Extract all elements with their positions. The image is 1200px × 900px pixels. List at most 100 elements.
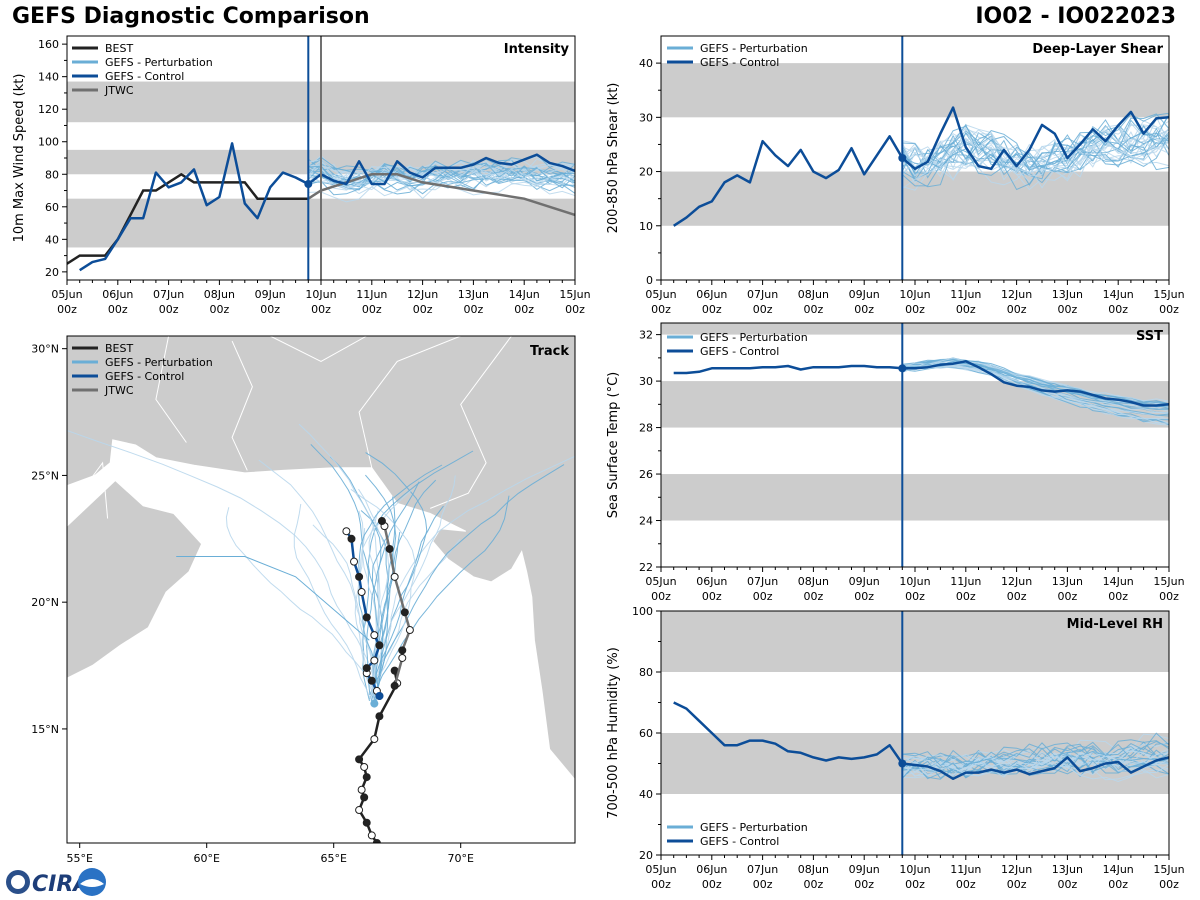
shear-x-tick-label: 00z — [753, 303, 773, 316]
track-perturbation-line-2 — [310, 444, 370, 702]
intensity-x-tick-label: 15Jun — [559, 288, 590, 301]
track-control-marker — [362, 664, 371, 673]
rh-band-1 — [661, 611, 1169, 672]
track-perturbation-line-26 — [366, 481, 420, 695]
intensity-y-tick-label: 80 — [45, 168, 59, 181]
sst-y-tick-label: 30 — [639, 375, 653, 388]
rh-perturbation-line-15 — [902, 752, 1169, 774]
track-perturbation-line-27 — [312, 524, 374, 700]
intensity-y-tick-label: 100 — [38, 136, 59, 149]
shear-x-tick-label: 06Jun — [696, 288, 727, 301]
intensity-x-tick-label: 00z — [464, 303, 484, 316]
shear-x-tick-label: 00z — [1108, 303, 1128, 316]
shear-y-tick-label: 30 — [639, 111, 653, 124]
intensity-x-tick-label: 00z — [108, 303, 128, 316]
track-perturbation-line-25 — [293, 503, 371, 700]
intensity-x-tick-label: 05Jun — [51, 288, 82, 301]
intensity-perturbation-line-17 — [308, 164, 575, 191]
intensity-x-tick-label: 00z — [514, 303, 534, 316]
shear-init-marker — [898, 154, 907, 162]
shear-perturbation-line-29 — [902, 124, 1169, 174]
rh-perturbation-line-25 — [902, 751, 1169, 772]
rh-perturbation-line-22 — [902, 760, 1169, 779]
rh-x-tick-label: 12Jun — [1001, 863, 1032, 876]
shear-y-tick-label: 40 — [639, 57, 653, 70]
shear-x-tick-label: 13Jun — [1052, 288, 1083, 301]
track-best-marker — [355, 755, 364, 764]
intensity-y-tick-label: 40 — [45, 233, 59, 246]
track-init-marker — [375, 691, 384, 700]
rh-x-tick-label: 08Jun — [798, 863, 829, 876]
track-best-marker — [375, 712, 384, 721]
sst-x-tick-label: 13Jun — [1052, 575, 1083, 588]
rh-ylabel: 700-500 hPa Humidity (%) — [606, 647, 621, 819]
rh-perturbation-line-28 — [902, 732, 1169, 767]
sst-perturbation-line-12 — [902, 364, 1169, 410]
rh-x-tick-label: 06Jun — [696, 863, 727, 876]
intensity-x-tick-label: 12Jun — [407, 288, 438, 301]
sst-x-tick-label: 00z — [651, 590, 671, 603]
shear-x-tick-label: 05Jun — [645, 288, 676, 301]
intensity-chart: 05Jun 00z 06Jun 00z 07Jun 00z 08Jun 00z 09Jun 00z… — [12, 35, 591, 316]
track-control-marker — [370, 631, 379, 640]
track-control-marker — [357, 588, 366, 597]
sst-x-tick-label: 15Jun — [1153, 575, 1184, 588]
intensity-jtwc-line — [307, 173, 575, 217]
shear-perturbation-line-18 — [902, 130, 1169, 173]
intensity-perturbation-line-25 — [308, 172, 575, 191]
track-control-marker — [367, 676, 376, 685]
intensity-perturbation-line-6 — [308, 159, 575, 181]
intensity-control-line — [79, 142, 575, 272]
sst-control-line — [673, 360, 1169, 407]
track-control-marker — [350, 557, 359, 566]
shear-x-tick-label: 00z — [1058, 303, 1078, 316]
country-border-0 — [231, 340, 253, 471]
arabian-peninsula — [67, 479, 203, 843]
country-border-4 — [269, 336, 367, 362]
shear-y-tick-label: 10 — [639, 220, 653, 233]
intensity-y-tick-label: 160 — [38, 38, 59, 51]
intensity-y-tick-label: 20 — [45, 266, 59, 279]
rh-plot-area — [661, 611, 1169, 855]
sst-band-2 — [661, 323, 1169, 335]
track-control-marker — [362, 613, 371, 622]
intensity-perturbation-line-20 — [308, 153, 575, 177]
track-plot-area — [67, 336, 575, 843]
intensity-x-tick-label: 06Jun — [102, 288, 133, 301]
track-control-marker — [375, 641, 384, 650]
intensity-x-tick-label: 11Jun — [356, 288, 387, 301]
sst-perturbation-line-25 — [902, 366, 1169, 424]
sst-perturbation-line-26 — [902, 363, 1169, 416]
intensity-x-tick-label: 00z — [362, 303, 382, 316]
sst-x-tick-label: 00z — [905, 590, 925, 603]
sst-band-0 — [661, 474, 1169, 521]
rh-perturbation-line-24 — [902, 739, 1169, 770]
intensity-plot-area — [67, 36, 575, 280]
intensity-x-tick-label: 13Jun — [458, 288, 489, 301]
rh-x-tick-label: 05Jun — [645, 863, 676, 876]
shear-x-tick-label: 00z — [651, 303, 671, 316]
sst-x-tick-label: 11Jun — [950, 575, 981, 588]
intensity-init-marker — [304, 180, 313, 189]
sst-y-tick-label: 26 — [639, 468, 653, 481]
rh-x-tick-label: 00z — [1007, 878, 1027, 891]
track-perturbation-line-9 — [67, 429, 378, 698]
rh-y-tick-label: 100 — [632, 605, 653, 618]
rh-perturbation-line-29 — [901, 761, 1169, 783]
intensity-best-line — [67, 172, 309, 265]
country-border-5 — [155, 336, 187, 443]
intensity-legend-label: BEST — [105, 42, 133, 55]
intensity-y-tick-label: 140 — [38, 71, 59, 84]
track-jtwc-marker — [390, 572, 399, 581]
sst-x-tick-label: 00z — [1007, 590, 1027, 603]
shear-legend-label: GEFS - Perturbation — [700, 42, 808, 55]
sst-plot-area — [661, 323, 1169, 567]
shear-x-tick-label: 07Jun — [747, 288, 778, 301]
country-border-2 — [430, 336, 512, 509]
shear-x-tick-label: 09Jun — [849, 288, 880, 301]
track-best-marker — [367, 831, 376, 840]
track-perturbation-line-1 — [225, 507, 376, 698]
sst-x-tick-label: 05Jun — [645, 575, 676, 588]
track-best-marker — [362, 818, 371, 827]
rh-y-tick-label: 80 — [639, 666, 653, 679]
